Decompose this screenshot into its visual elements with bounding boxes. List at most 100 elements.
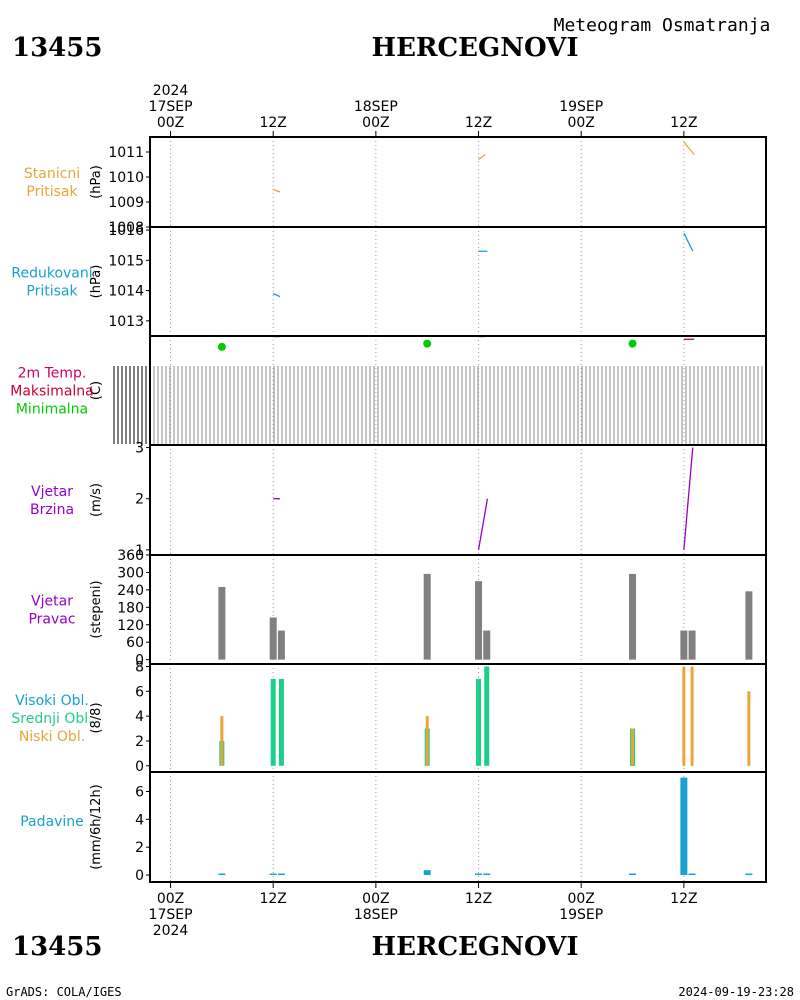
panel-wind-speed: 1 2 3 (m/s) Vjetar Brzina xyxy=(30,441,767,559)
panel-data xyxy=(219,666,751,766)
low-cloud-bar xyxy=(220,716,224,766)
panel-temperature: (C)2m Temp. Maksimalna Minimalna xyxy=(10,335,767,446)
y-tick-label: 4 xyxy=(135,812,144,828)
y-tick-label: 0 xyxy=(135,868,144,884)
panel-data xyxy=(272,141,695,193)
low-cloud-bar xyxy=(682,666,686,766)
wind-direction-bar xyxy=(680,630,688,660)
panel-legend-label: Maksimalna xyxy=(10,384,94,400)
panel-cloud-cover: 0 2 4 6 8 (8/8)Visoki Obl. Srednji Obl. Niski O… xyxy=(11,659,767,775)
bottom-tick-label: 12Z xyxy=(259,891,286,907)
panel-frame xyxy=(149,554,767,665)
wind-direction-bar xyxy=(277,630,285,660)
panel-legend-label: Srednji Obl. xyxy=(11,711,92,727)
grads-credit: GrADS: COLA/IGES xyxy=(6,985,122,999)
bottom-tick-label: 12Z xyxy=(670,891,697,907)
low-cloud-bar xyxy=(690,666,694,766)
panel-station-pressure: 1008 1009 1010 1011 (hPa) Stanicni Pritisak xyxy=(24,136,767,236)
mid-cloud-bar xyxy=(476,678,482,766)
data-line-segment xyxy=(478,153,486,161)
panel-frame xyxy=(149,136,767,228)
bottom-tick-label: 12Z xyxy=(465,891,492,907)
panel-legend-label: Stanicni xyxy=(24,166,80,182)
precipitation-bar xyxy=(277,873,285,876)
y-tick-label: 2 xyxy=(135,492,144,508)
generated-timestamp: 2024-09-19-23:28 xyxy=(678,985,794,999)
y-tick-label: 1013 xyxy=(108,314,144,330)
data-line-segment xyxy=(683,141,695,155)
wind-direction-bar xyxy=(483,630,491,660)
low-cloud-bar xyxy=(747,691,751,766)
top-tick-label: 12Z xyxy=(670,115,697,131)
station-name-top: HERCEGNOVI xyxy=(372,33,579,63)
y-tick-label: 300 xyxy=(117,565,144,581)
y-axis-label: (hPa) xyxy=(89,165,104,199)
top-tick-label: 19SEP xyxy=(559,99,603,115)
panel-frame xyxy=(149,663,767,773)
top-tick-label: 17SEP xyxy=(149,99,193,115)
bottom-tick-label: 2024 xyxy=(153,923,189,939)
panel-legend-label: Vjetar xyxy=(31,594,73,610)
wind-direction-bar xyxy=(688,630,696,660)
mid-cloud-bar xyxy=(278,678,284,766)
mid-cloud-bar xyxy=(270,678,276,766)
panel-frame xyxy=(149,771,767,883)
top-tick-label: 18SEP xyxy=(354,99,398,115)
product-title: Meteogram Osmatranja xyxy=(554,15,771,36)
y-tick-label: 1 xyxy=(135,543,144,559)
y-axis-label: (8/8) xyxy=(89,702,104,733)
panel-precipitation: 0 2 4 6 (mm/6h/12h) Padavine xyxy=(20,771,767,884)
data-line-segment xyxy=(272,188,281,193)
panel-data xyxy=(273,447,694,550)
precipitation-bar xyxy=(680,777,688,876)
wind-direction-bar xyxy=(269,617,277,660)
bottom-tick-label: 00Z xyxy=(567,891,594,907)
y-axis-label: (stepeni) xyxy=(89,580,104,638)
precipitation-bar xyxy=(688,873,696,876)
panel-legend-label: Redukovani xyxy=(11,266,92,282)
y-tick-label: 240 xyxy=(117,583,144,599)
y-axis-label: (C) xyxy=(89,381,104,400)
precipitation-bar xyxy=(423,870,431,876)
panel-legend-label: Pritisak xyxy=(26,284,78,300)
panel-legend-label: 2m Temp. xyxy=(18,366,87,382)
precipitation-bar xyxy=(629,873,637,876)
panel-legend-label: Visoki Obl. xyxy=(15,693,89,709)
y-tick-label: 1014 xyxy=(108,284,144,300)
y-tick-label: 180 xyxy=(117,600,144,616)
y-axis-label: (hPa) xyxy=(89,265,104,299)
top-tick-label: 00Z xyxy=(567,115,594,131)
panel-legend-label: Padavine xyxy=(20,814,84,830)
mid-cloud-bar xyxy=(484,666,490,766)
data-line-segment xyxy=(683,232,694,252)
station-id-bottom: 13455 xyxy=(12,932,102,962)
low-cloud-bar xyxy=(425,716,429,766)
panel-legend-label: Minimalna xyxy=(16,402,88,418)
y-tick-label: 360 xyxy=(117,548,144,564)
data-line-segment xyxy=(477,498,489,550)
top-tick-label: 00Z xyxy=(362,115,389,131)
panel-data xyxy=(218,777,753,876)
panel-reduced-pressure: 1013 1014 1015 1016 (hPa)Redukovani Pritisak xyxy=(11,223,767,337)
y-tick-label: 2 xyxy=(135,840,144,856)
top-tick-label: 12Z xyxy=(259,115,286,131)
top-tick-label: 12Z xyxy=(465,115,492,131)
tmin-marker xyxy=(423,339,432,348)
bottom-tick-label: 00Z xyxy=(362,891,389,907)
panel-legend-label: Pravac xyxy=(28,612,75,628)
data-line-segment xyxy=(272,293,281,298)
y-tick-label: 0 xyxy=(135,759,144,775)
panel-legend-label: Vjetar xyxy=(31,484,73,500)
panel-frame xyxy=(149,226,767,337)
panel-data xyxy=(217,336,695,351)
y-tick-label: 60 xyxy=(126,635,144,651)
panel-data xyxy=(272,232,694,298)
wind-direction-bar xyxy=(629,573,637,660)
top-tick-label: 2024 xyxy=(153,83,189,99)
precipitation-bar xyxy=(269,873,277,876)
y-tick-label: 120 xyxy=(117,618,144,634)
wind-direction-bar xyxy=(218,586,226,660)
wind-direction-bar xyxy=(423,573,431,660)
